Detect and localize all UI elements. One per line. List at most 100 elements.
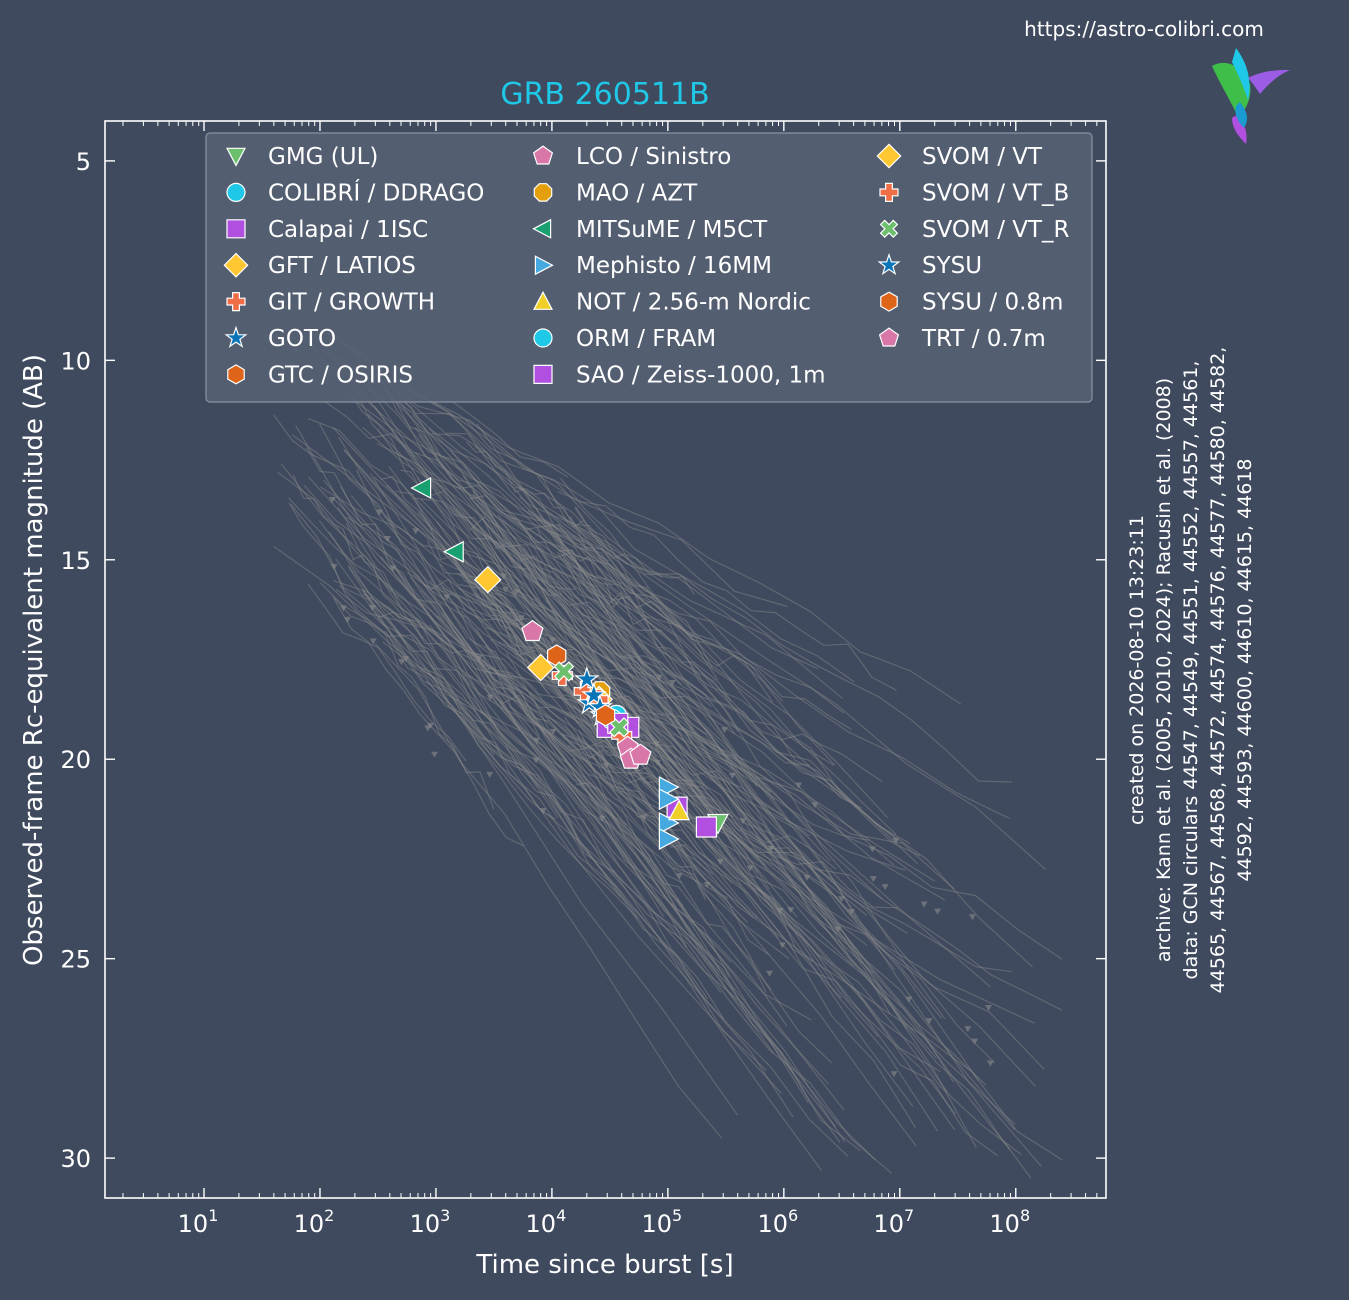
archive-curve (362, 426, 682, 628)
archive-upper-limit (368, 605, 376, 612)
archive-upper-limit (892, 837, 900, 844)
legend-label: TRT / 0.7m (921, 326, 1046, 352)
archive-upper-limit (881, 884, 889, 891)
archive-curve (483, 534, 734, 818)
archive-curve (377, 367, 855, 683)
legend-label: GIT / GROWTH (268, 290, 435, 316)
archive-curve (386, 484, 767, 866)
legend-entry: SYSU (877, 252, 982, 279)
data-point (658, 828, 680, 850)
x-axis-label: Time since burst [s] (475, 1250, 733, 1280)
archive-curve (476, 423, 942, 1019)
archive-curve (389, 395, 835, 767)
archive-curve (578, 730, 788, 1027)
legend-marker (533, 328, 553, 348)
archive-upper-limit (925, 1018, 933, 1025)
archive-curve (482, 589, 772, 990)
legend-label: SVOM / VT (922, 144, 1043, 170)
archive-curve (333, 580, 810, 837)
legend-entry: LCO / Sinistro (532, 144, 731, 170)
archive-curve (450, 507, 598, 652)
archive-curve (382, 641, 722, 993)
site-url[interactable]: https://astro-colibri.com (1024, 17, 1264, 41)
legend-label: GFT / LATIOS (268, 253, 416, 279)
archive-upper-limit (675, 873, 683, 880)
archive-upper-limit (869, 876, 877, 883)
archive-curve (380, 556, 734, 991)
x-tick-label: 106 (757, 1206, 798, 1238)
archive-upper-limit (500, 573, 508, 580)
archive-upper-limit (330, 563, 338, 570)
legend: GMG (UL) COLIBRÍ / DDRAGO Calapai / 1ISC GF… (205, 132, 1093, 403)
legend-entry: TRT / 0.7m (878, 326, 1046, 352)
archive-curve (509, 516, 845, 714)
archive-curve (306, 447, 445, 623)
legend-entry: ORM / FRAM (533, 326, 716, 352)
archive-upper-limit (653, 741, 661, 748)
archive-curve (576, 734, 998, 1157)
archive-curve (407, 388, 962, 705)
archive-curve (518, 485, 980, 1082)
x-tick-label: 107 (873, 1206, 914, 1238)
archive-curve (587, 608, 1010, 1150)
legend-label: GTC / OSIRIS (268, 362, 413, 388)
archive-curve (580, 546, 1010, 820)
archive-curve (593, 636, 1032, 1179)
legend-label: MAO / AZT (576, 180, 698, 206)
y-tick-label: 5 (76, 148, 91, 176)
series-svom-vt-r (553, 661, 630, 738)
archive-curve (318, 520, 787, 918)
x-tick-label: 105 (642, 1206, 683, 1238)
archive-upper-limit (971, 1038, 979, 1045)
legend-marker (877, 252, 901, 276)
archive-upper-limit (602, 762, 610, 769)
archive-curve (464, 673, 1035, 1024)
archive-curve (557, 490, 897, 691)
archive-upper-limit (934, 908, 942, 915)
x-tick-label: 108 (989, 1206, 1030, 1238)
archive-curve (388, 466, 917, 1147)
archive-upper-limit (890, 1071, 898, 1078)
archive-upper-limit (402, 656, 410, 663)
archive-curve (590, 630, 936, 882)
legend-entry: NOT / 2.56-m Nordic (533, 290, 811, 316)
archive-curve (469, 494, 663, 633)
archive-curve (450, 450, 742, 764)
archive-curve (356, 469, 688, 949)
archive-curve (481, 518, 706, 823)
series-not-2-56-m-nordic (668, 799, 691, 821)
archive-curve (399, 386, 889, 819)
archive-upper-limit (920, 901, 928, 908)
plot-frame (104, 120, 1107, 1199)
y-tick-label: 30 (60, 1145, 91, 1173)
archive-curve (574, 506, 719, 681)
archive-upper-limit (502, 586, 510, 593)
archive-curve (589, 606, 758, 787)
archive-curve (589, 583, 908, 1030)
archive-curve (560, 733, 683, 884)
archive-upper-limit (834, 926, 842, 933)
archive-curve (273, 545, 729, 899)
series-trt-0-7m (619, 743, 652, 769)
data-point (695, 816, 718, 838)
y-tick-label: 25 (60, 946, 91, 974)
side-note-line: 44565, 44567, 44568, 44572, 44574, 44576… (1207, 347, 1229, 994)
legend-entry: Calapai / 1ISC (226, 217, 428, 243)
archive-upper-limit (721, 727, 729, 734)
archive-curve (471, 653, 669, 829)
legend-marker (533, 290, 553, 310)
archive-curve (475, 628, 836, 1128)
archive-curve (381, 388, 736, 735)
legend-marker (224, 325, 248, 348)
data-point (410, 477, 432, 499)
side-note-line: archive: Kann et al. (2005, 2010, 2024);… (1153, 378, 1175, 962)
archive-upper-limit (375, 509, 383, 516)
legend-marker (876, 143, 902, 169)
archive-upper-limit (795, 782, 803, 789)
archive-upper-limit (655, 674, 663, 681)
archive-curve (544, 715, 809, 874)
archive-curve (462, 475, 708, 790)
archive-upper-limit (486, 694, 494, 701)
archive-curve (560, 477, 713, 668)
archive-upper-limit (412, 528, 420, 535)
